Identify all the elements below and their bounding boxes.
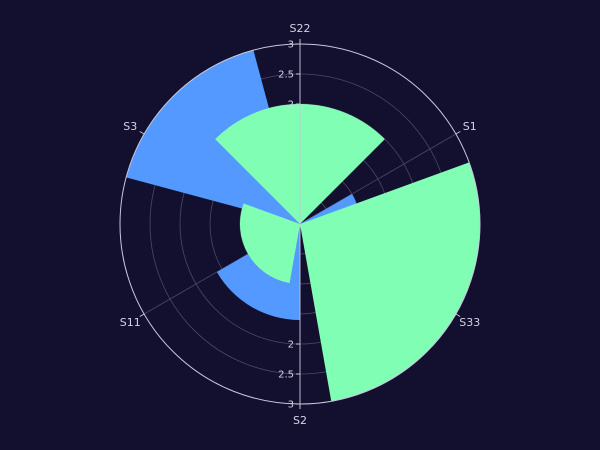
angular-category-label: S2 [293,414,307,427]
angular-tick-mark [139,131,145,135]
angular-category-label: S3 [123,120,137,133]
radial-tick-label: 2.5 [278,70,294,81]
polar-axes: 2 2.5 3 2 2.5 3 S22 S1 S33 S2 S11 S3 [119,22,481,427]
angular-category-label: S22 [290,22,311,35]
radial-tick-label: 2.5 [278,370,294,381]
polar-bar-wedge [300,162,481,402]
radial-tick-label: 3 [288,40,294,51]
angular-tick-mark [139,313,145,317]
radial-tick-label: 2 [288,100,294,111]
angular-tick-mark [455,131,461,135]
polar-bar-wedge [240,203,300,284]
angular-category-label: S33 [459,316,480,329]
angular-category-label: S11 [120,316,141,329]
radial-tick-label: 3 [288,400,294,411]
radial-tick-label: 2 [288,340,294,351]
angular-category-label: S1 [463,120,477,133]
polar-bars [126,50,481,402]
angular-tick-mark [455,313,461,317]
polar-bar-wedge [126,50,300,225]
